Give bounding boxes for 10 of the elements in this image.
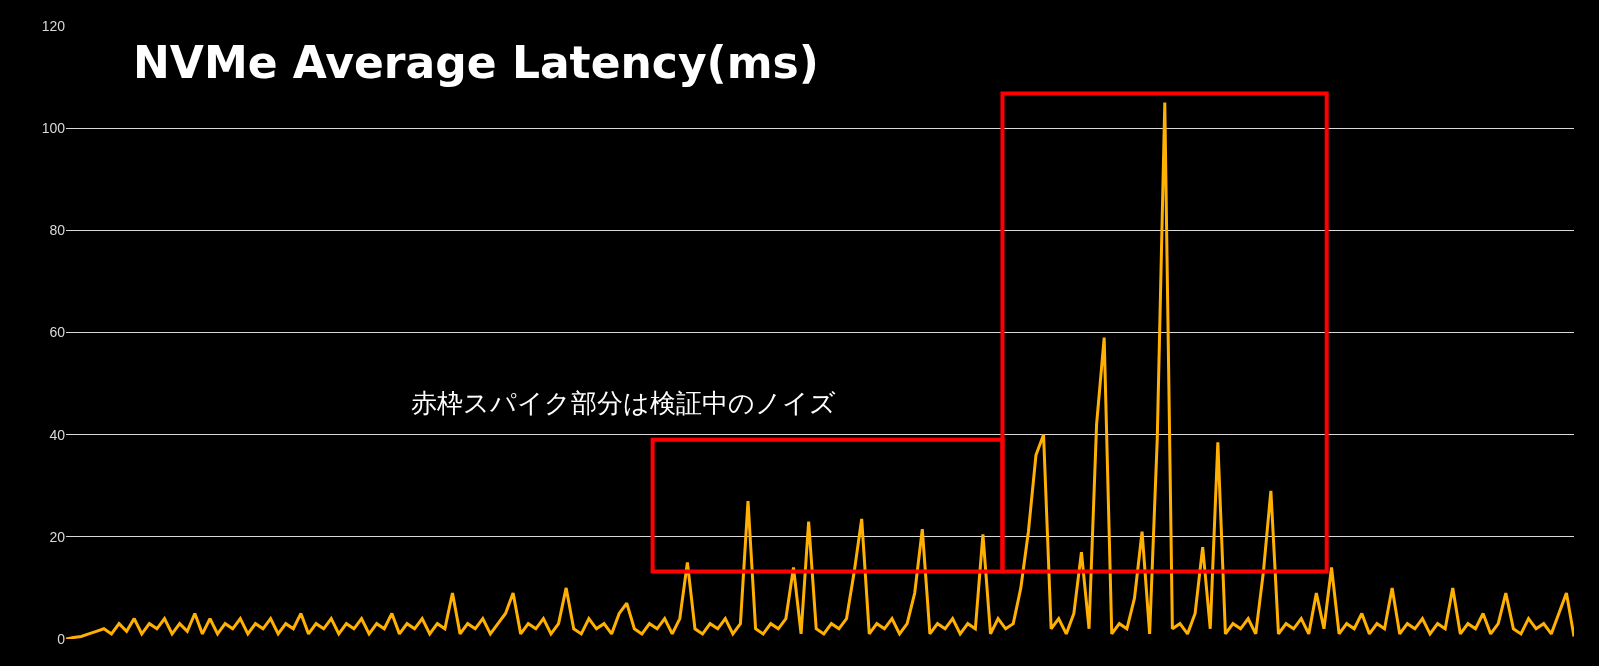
y-tick-label: 20: [49, 528, 66, 545]
line-series: [66, 101, 1574, 639]
y-tick-label: 100: [41, 120, 66, 137]
y-tick-label: 120: [41, 17, 66, 34]
chart-title: NVMe Average Latency(ms): [133, 37, 819, 88]
y-tick-label: 0: [57, 630, 66, 647]
y-tick-label: 60: [49, 324, 66, 341]
y-tick-label: 80: [49, 222, 66, 239]
annotation: 赤枠スパイク部分は検証中のノイズ: [411, 388, 836, 418]
y-tick-label: 40: [49, 426, 66, 443]
